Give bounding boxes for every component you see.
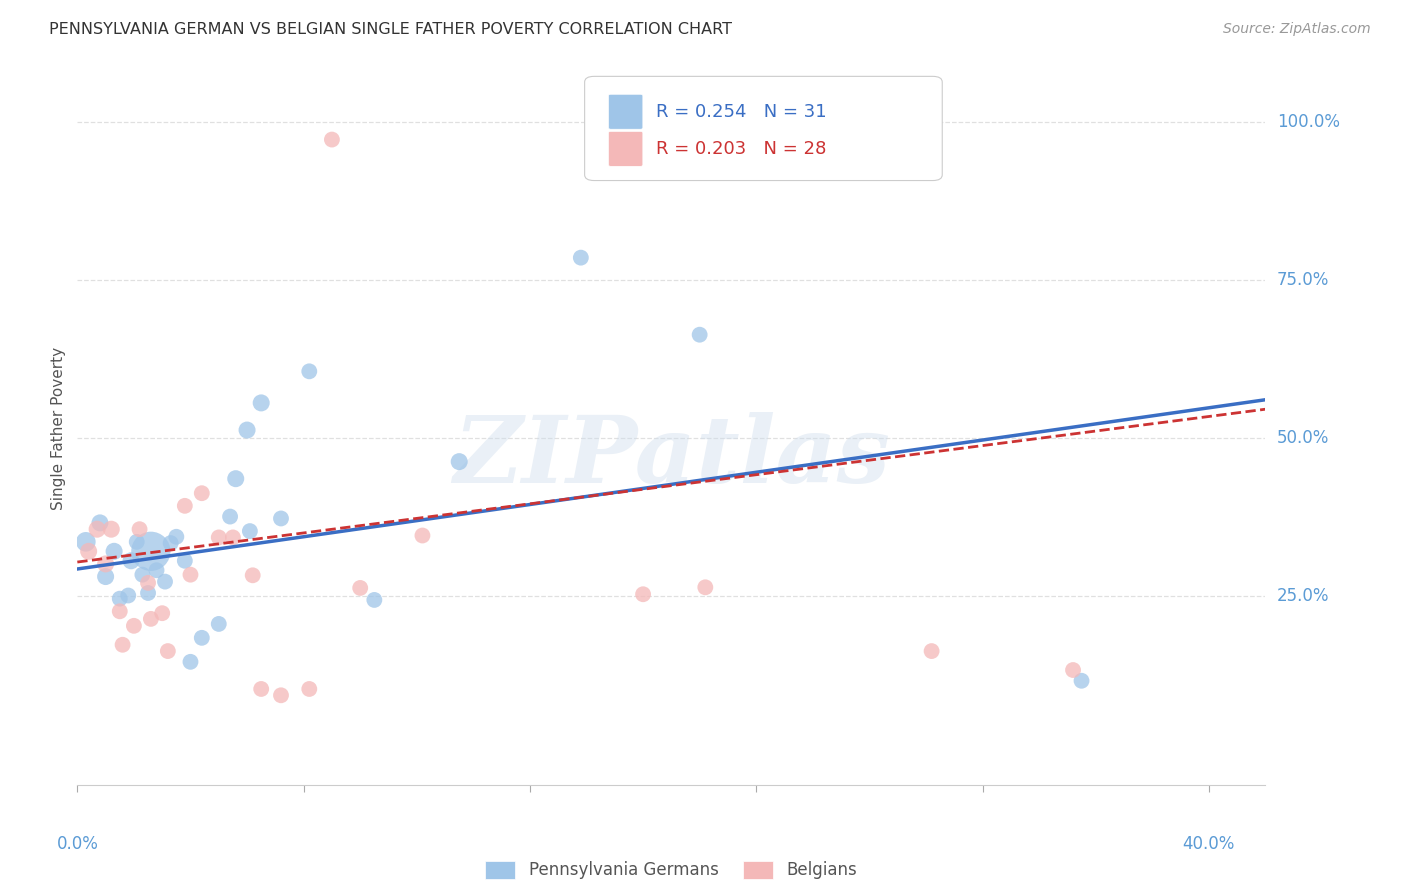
Text: 100.0%: 100.0% (1277, 113, 1340, 131)
Point (94, 557, 117, 571)
Point (236, 423, 259, 437)
Point (225, 472, 247, 486)
Point (159, 536, 181, 550)
Point (208, 530, 231, 544)
Point (270, 688, 292, 702)
Text: PENNSYLVANIA GERMAN VS BELGIAN SINGLE FATHER POVERTY CORRELATION CHART: PENNSYLVANIA GERMAN VS BELGIAN SINGLE FA… (49, 22, 733, 37)
Text: ZIPatlas: ZIPatlas (453, 412, 890, 501)
FancyBboxPatch shape (585, 77, 942, 180)
Point (449, 455, 471, 469)
Point (150, 606, 173, 620)
Point (117, 589, 139, 603)
Point (270, 511, 292, 525)
Point (103, 544, 125, 558)
Point (173, 499, 195, 513)
Point (349, 581, 371, 595)
Point (111, 638, 134, 652)
Point (156, 644, 179, 658)
Point (921, 644, 943, 658)
Y-axis label: Single Father Poverty: Single Father Poverty (51, 347, 66, 509)
Point (139, 544, 162, 558)
Point (122, 619, 145, 633)
Point (75, 534, 97, 549)
Point (108, 604, 131, 618)
Point (219, 509, 242, 524)
Text: R = 0.254   N = 31: R = 0.254 N = 31 (657, 103, 827, 120)
Point (1070, 673, 1092, 688)
Point (298, 364, 321, 378)
Point (250, 681, 273, 696)
FancyBboxPatch shape (609, 95, 643, 129)
Point (125, 534, 148, 549)
Point (173, 554, 195, 568)
Point (179, 567, 201, 582)
Point (128, 522, 150, 536)
Text: R = 0.203   N = 28: R = 0.203 N = 28 (657, 140, 827, 158)
Point (411, 528, 433, 542)
Point (298, 681, 321, 696)
Point (136, 575, 159, 590)
Point (208, 616, 231, 631)
Point (363, 593, 385, 607)
Point (239, 524, 262, 538)
Text: 25.0%: 25.0% (1277, 587, 1329, 605)
Point (242, 568, 264, 582)
Point (695, 580, 717, 594)
Point (145, 563, 167, 577)
Point (108, 591, 131, 606)
Point (86, 522, 108, 536)
Point (100, 522, 122, 536)
Point (179, 655, 201, 669)
Point (689, 327, 711, 342)
Point (191, 486, 214, 500)
Text: 50.0%: 50.0% (1277, 429, 1329, 447)
Point (94, 569, 117, 583)
FancyBboxPatch shape (609, 131, 643, 166)
Point (89, 516, 111, 530)
Point (569, 251, 592, 265)
Text: 40.0%: 40.0% (1182, 835, 1234, 853)
Point (250, 396, 273, 410)
Text: Source: ZipAtlas.com: Source: ZipAtlas.com (1223, 22, 1371, 37)
Legend: Pennsylvania Germans, Belgians: Pennsylvania Germans, Belgians (478, 854, 865, 886)
Point (1062, 663, 1084, 677)
Point (77, 544, 100, 558)
Point (120, 554, 142, 568)
Text: 0.0%: 0.0% (56, 835, 98, 853)
Text: 75.0%: 75.0% (1277, 271, 1329, 289)
Point (222, 530, 245, 544)
Point (165, 530, 187, 544)
Point (139, 612, 162, 626)
Point (136, 586, 159, 600)
Point (191, 631, 214, 645)
Point (131, 567, 153, 582)
Point (631, 587, 654, 601)
Point (321, 132, 343, 146)
Point (153, 574, 176, 589)
